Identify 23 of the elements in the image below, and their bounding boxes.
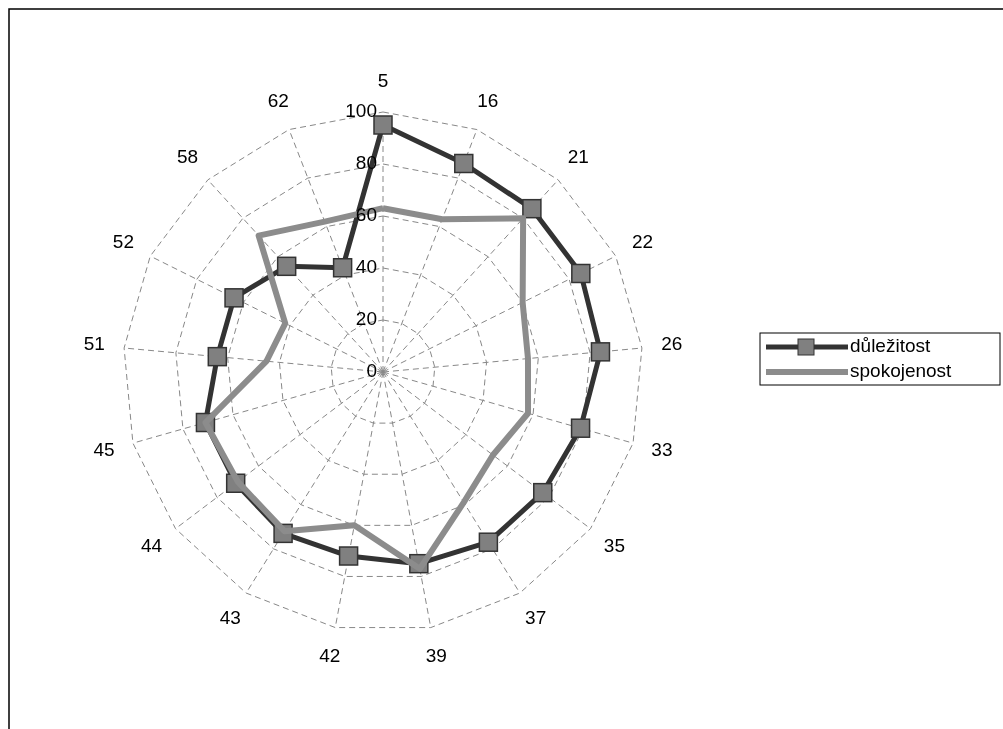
- y-tick-label: 100: [345, 100, 377, 122]
- spoke-label: 16: [477, 89, 499, 111]
- spoke-label: 39: [425, 645, 447, 667]
- spoke-label: 35: [603, 534, 625, 556]
- spoke-label: 45: [93, 439, 115, 461]
- spoke-label: 58: [177, 145, 199, 167]
- spoke-label: 44: [141, 534, 163, 556]
- y-tick-label: 20: [355, 308, 377, 330]
- y-tick-label: 40: [355, 256, 377, 278]
- spoke-label: 26: [661, 333, 683, 355]
- spoke-label: 21: [567, 145, 589, 167]
- spoke-label: 5: [377, 70, 389, 92]
- spoke-label: 22: [632, 230, 654, 252]
- spoke-label: 62: [267, 89, 289, 111]
- spoke-label: 37: [525, 606, 547, 628]
- y-tick-label: 0: [366, 360, 377, 382]
- spoke-label: 43: [219, 606, 241, 628]
- spoke-label: 52: [112, 230, 134, 252]
- spoke-label: 42: [319, 645, 341, 667]
- legend-label: důležitost: [850, 335, 931, 357]
- spoke-label: 51: [83, 333, 105, 355]
- legend-label: spokojenost: [850, 360, 953, 382]
- spoke-label: 33: [651, 439, 673, 461]
